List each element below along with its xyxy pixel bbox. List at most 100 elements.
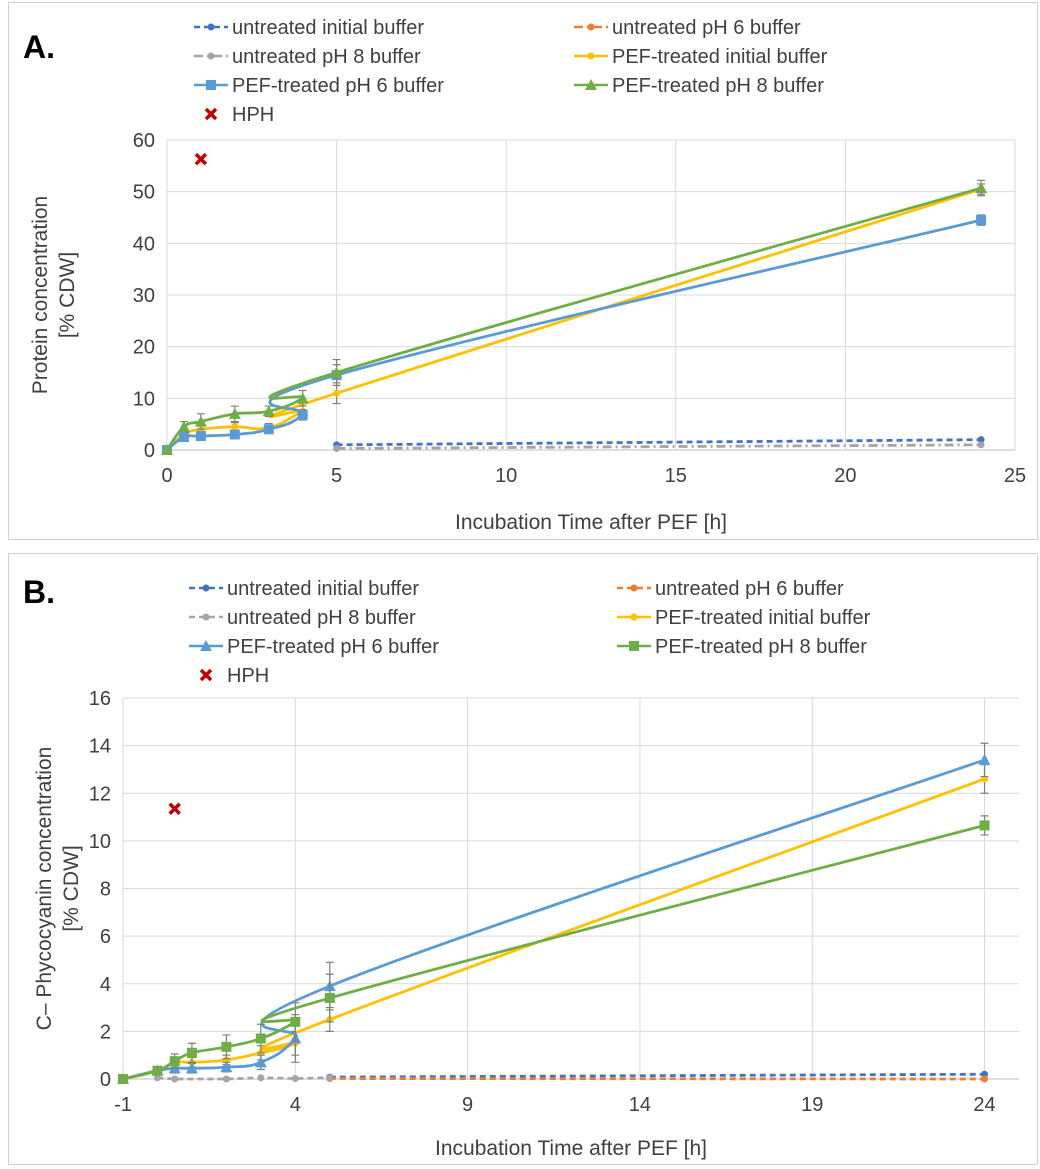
legend-entry: PEF-treated initial buffer (574, 46, 828, 68)
x-tick-label: 0 (161, 465, 172, 487)
legend-label: untreated pH 8 buffer (227, 607, 416, 629)
data-point (333, 445, 340, 452)
y-tick-label: 6 (100, 926, 111, 948)
legend-label: PEF-treated pH 6 buffer (232, 75, 444, 97)
data-point (257, 1074, 264, 1081)
protein-chart: untreated initial buffer untreated pH 6 b… (9, 3, 1037, 539)
legend-marker (588, 53, 595, 60)
legend-entry: HPH (201, 665, 269, 687)
legend-marker (208, 24, 215, 31)
series (196, 154, 206, 164)
legend-label: PEF-treated pH 8 buffer (655, 636, 867, 658)
legend-marker (201, 670, 211, 680)
legend-entry: untreated initial buffer (194, 17, 424, 39)
series (162, 215, 986, 455)
legend-label: PEF-treated pH 6 buffer (227, 636, 439, 658)
y-tick-label: 10 (89, 831, 111, 853)
chart-panel-a: A. untreated initial buffer untreated pH … (8, 2, 1038, 540)
x-tick-label: 10 (495, 465, 517, 487)
y-tick-label: 2 (100, 1021, 111, 1043)
legend-entry: PEF-treated pH 6 buffer (194, 75, 444, 97)
data-point (325, 993, 335, 1003)
x-tick-label: 19 (801, 1094, 823, 1116)
y-axis-title: [% CDW] (56, 252, 79, 338)
data-point (979, 754, 991, 765)
series (117, 743, 991, 1084)
y-tick-label: 0 (100, 1069, 111, 1091)
data-point (171, 1076, 178, 1083)
legend-entry: untreated initial buffer (189, 578, 419, 600)
data-point (981, 1076, 988, 1083)
series (120, 765, 989, 1083)
data-point (980, 820, 990, 830)
legend-marker (631, 585, 638, 592)
x-tick-label: 4 (290, 1094, 301, 1116)
series-line (167, 189, 981, 450)
legend-marker (206, 80, 216, 90)
data-point (256, 1034, 266, 1044)
series (118, 816, 990, 1084)
data-point (196, 431, 206, 441)
legend-label: PEF-treated pH 8 buffer (612, 75, 824, 97)
data-point (179, 432, 189, 442)
data-point (196, 154, 206, 164)
legend-entry: untreated pH 6 buffer (617, 578, 844, 600)
y-tick-label: 14 (89, 736, 111, 758)
panel-label: A. (23, 29, 55, 66)
legend-marker (203, 614, 210, 621)
series-line (337, 440, 981, 445)
legend-marker (206, 109, 216, 119)
data-point (187, 1048, 197, 1058)
x-tick-label: 20 (834, 465, 856, 487)
y-tick-label: 16 (89, 688, 111, 710)
series-line (330, 1074, 985, 1077)
legend-label: PEF-treated initial buffer (655, 607, 871, 629)
x-tick-label: -1 (114, 1094, 132, 1116)
legend-marker (208, 53, 215, 60)
data-point (170, 804, 180, 814)
series (154, 1074, 333, 1082)
y-tick-label: 8 (100, 879, 111, 901)
legend-entry: HPH (206, 104, 274, 126)
chart-panel-b: B. untreated initial buffer untreated pH … (8, 553, 1038, 1165)
x-axis-title: Incubation Time after PEF [h] (435, 1137, 707, 1160)
legend-marker (629, 641, 639, 651)
legend-entry: PEF-treated pH 8 buffer (574, 75, 824, 97)
legend-label: HPH (232, 104, 274, 126)
series-line (337, 445, 981, 449)
y-tick-label: 10 (133, 388, 155, 410)
series-line (123, 825, 985, 1079)
data-point (118, 1074, 128, 1084)
x-tick-label: 9 (462, 1094, 473, 1116)
legend-label: untreated initial buffer (227, 578, 419, 600)
data-point (975, 182, 987, 193)
data-point (292, 1075, 299, 1082)
data-point (298, 410, 308, 420)
legend-entry: untreated pH 8 buffer (189, 607, 416, 629)
legend-marker (631, 614, 638, 621)
data-point (221, 1042, 231, 1052)
series-line (123, 779, 985, 1079)
y-tick-label: 20 (133, 337, 155, 359)
legend-label: HPH (227, 665, 269, 687)
data-point (978, 441, 985, 448)
legend-label: untreated pH 8 buffer (232, 46, 421, 68)
data-point (230, 430, 240, 440)
series (164, 184, 986, 454)
y-tick-label: 60 (133, 130, 155, 152)
legend-marker (588, 24, 595, 31)
x-tick-label: 14 (629, 1094, 651, 1116)
panel-label: B. (23, 574, 55, 611)
data-point (170, 1056, 180, 1066)
data-point (290, 1017, 300, 1027)
legend-marker (203, 585, 210, 592)
y-tick-label: 30 (133, 285, 155, 307)
series-line (167, 220, 981, 450)
data-point (976, 215, 986, 225)
legend-entry: untreated pH 6 buffer (574, 17, 801, 39)
legend-entry: PEF-treated pH 8 buffer (617, 636, 867, 658)
legend-entry: PEF-treated pH 6 buffer (189, 636, 439, 658)
y-axis-title: Protein concentration (29, 196, 52, 394)
legend-label: untreated initial buffer (232, 17, 424, 39)
y-tick-label: 12 (89, 783, 111, 805)
